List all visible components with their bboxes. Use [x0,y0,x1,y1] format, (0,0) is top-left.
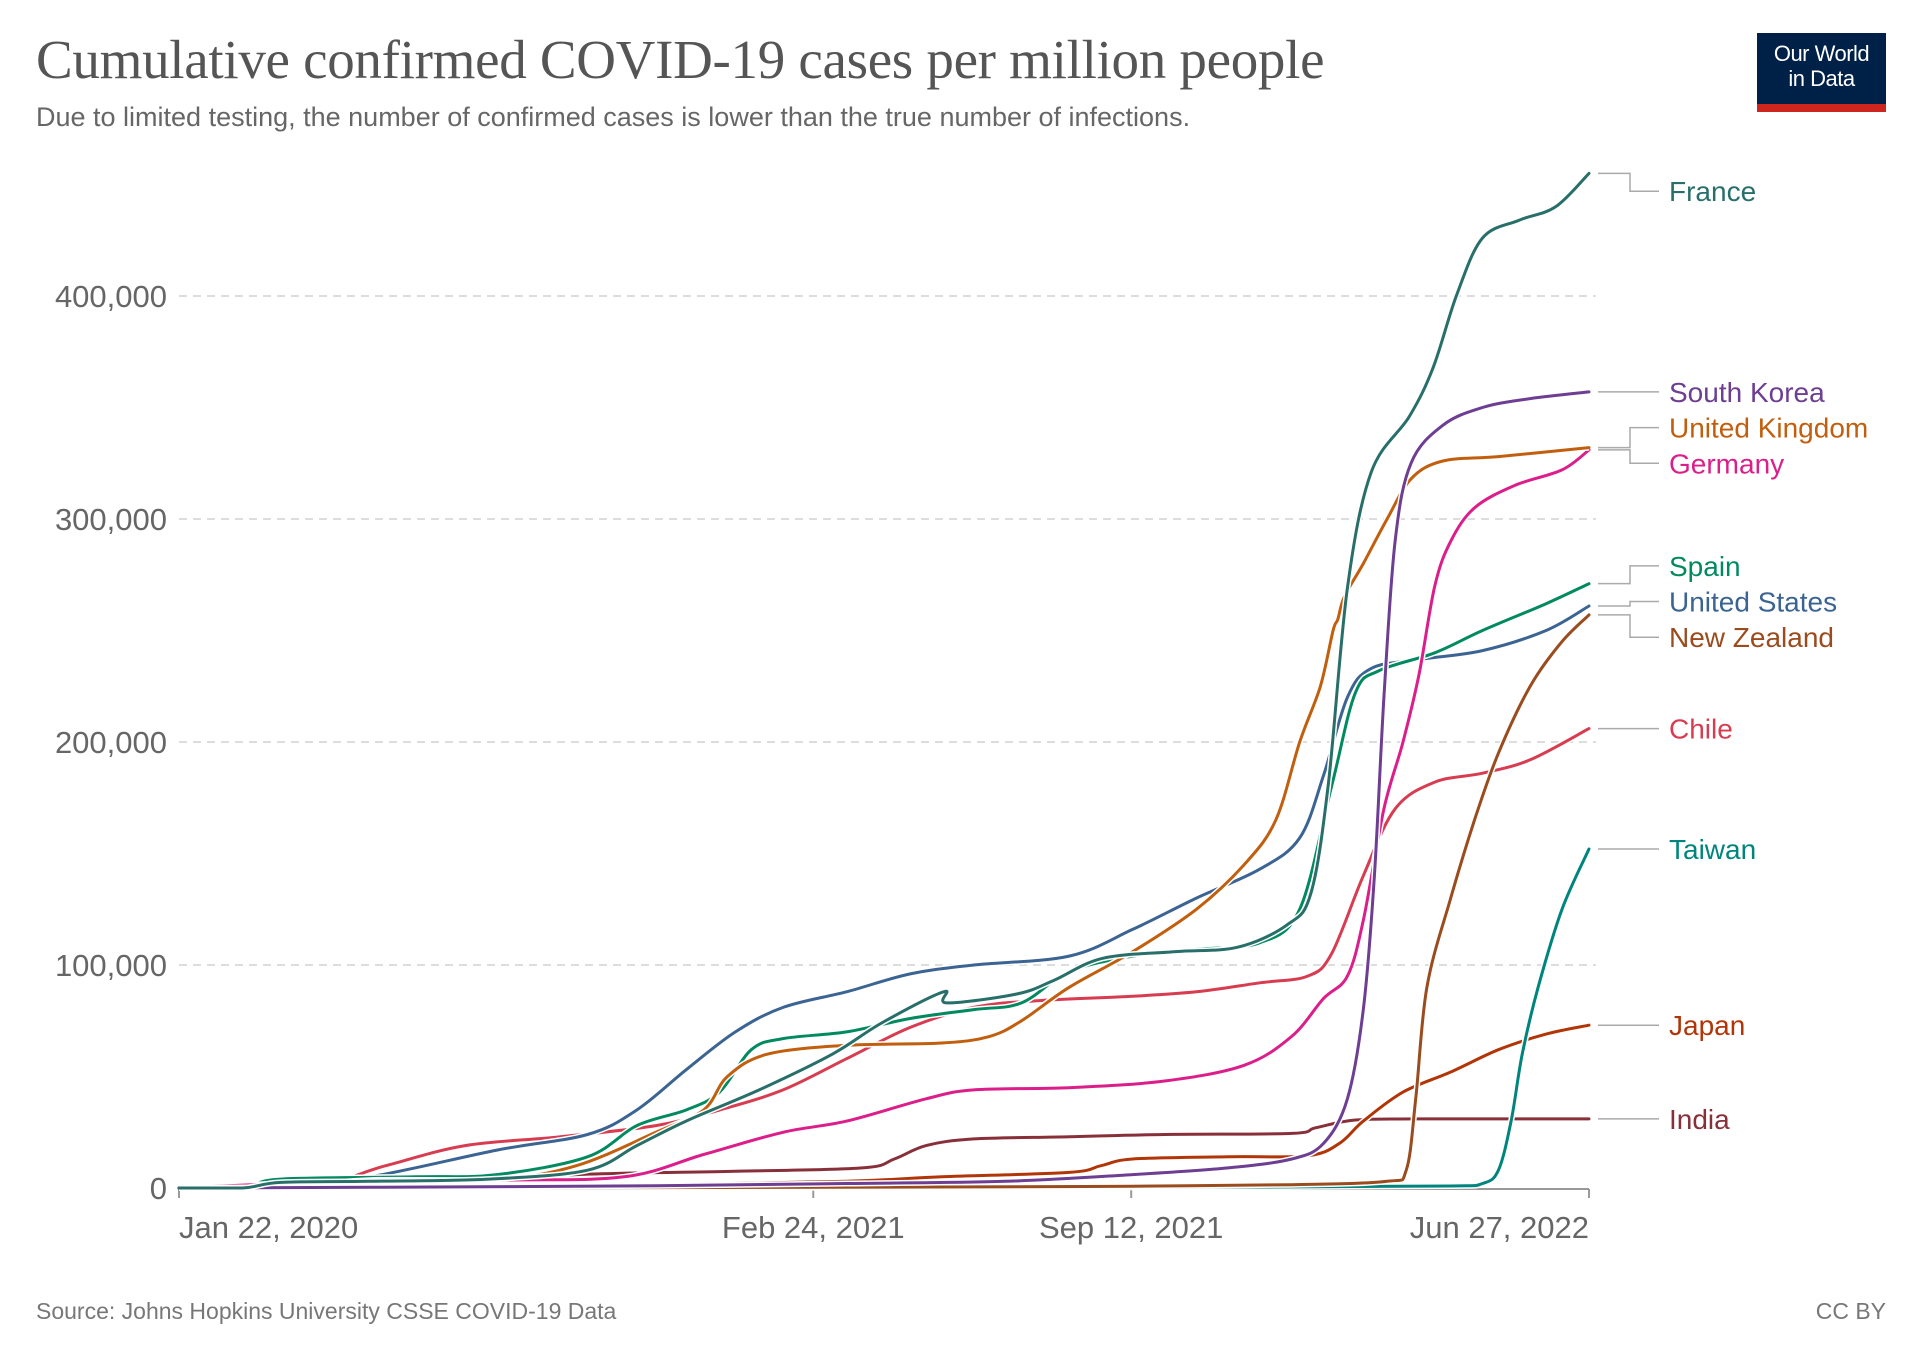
owid-logo[interactable]: Our World in Data [1757,33,1886,112]
logo-line-2: in Data [1788,66,1855,91]
label-connector [1598,172,1659,192]
chart-title: Cumulative confirmed COVID-19 cases per … [36,29,1325,90]
chart-subtitle: Due to limited testing, the number of co… [36,102,1191,132]
series-halo-spain [178,580,1591,1191]
series-label-new-zealand[interactable]: New Zealand [1669,622,1834,653]
x-tick-label: Jan 22, 2020 [179,1210,358,1245]
series-label-united-kingdom[interactable]: United Kingdom [1669,413,1868,444]
series-line-chile[interactable] [177,727,1591,1190]
gridlines [179,295,1596,966]
series-label-japan[interactable]: Japan [1669,1010,1745,1041]
y-tick-label: 0 [150,1171,167,1206]
y-tick-label: 300,000 [55,502,167,537]
label-connector [1598,449,1659,464]
label-connector [1598,565,1659,585]
series-label-south-korea[interactable]: South Korea [1669,377,1825,408]
series-label-taiwan[interactable]: Taiwan [1669,834,1756,865]
label-connector [1598,426,1659,449]
label-connector [1598,600,1659,607]
series-line-france[interactable] [177,171,1591,1190]
y-axis: 0 100,000 200,000 300,000 400,000 [55,279,167,1206]
series-label-france[interactable]: France [1669,176,1756,207]
series-line-germany[interactable] [177,448,1591,1190]
series-line-new-zealand[interactable] [177,613,1591,1190]
series-line-united-kingdom[interactable] [177,446,1591,1190]
license-link[interactable]: CC BY [1815,1298,1886,1324]
x-tick-label: Feb 24, 2021 [722,1210,905,1245]
y-tick-label: 400,000 [55,279,167,314]
series-label-united-states[interactable]: United States [1669,587,1837,618]
series-halo-south-korea [178,388,1590,1191]
series-line-united-states[interactable] [177,604,1591,1190]
series-halo-new-zealand [178,612,1592,1191]
logo-text: Our World in Data [1757,41,1886,91]
label-connector [1598,614,1659,638]
logo-line-1: Our World [1773,41,1870,66]
series-label-india[interactable]: India [1669,1104,1730,1135]
series-line-south-korea[interactable] [177,390,1591,1190]
series-halo-france [179,171,1592,1191]
series-label-germany[interactable]: Germany [1669,448,1784,479]
x-tick-label: Sep 12, 2021 [1039,1210,1223,1245]
source-note: Source: Johns Hopkins University CSSE CO… [36,1298,617,1324]
series-halo-united-states [178,603,1591,1191]
logo-accent-bar [1757,104,1886,112]
y-tick-label: 200,000 [55,725,167,760]
series-line-spain[interactable] [177,582,1591,1190]
series-lines [177,171,1592,1191]
series-labels: France South Korea United Kingdom Germany Sp… [1598,172,1868,1135]
series-label-chile[interactable]: Chile [1669,714,1733,745]
series-label-spain[interactable]: Spain [1669,551,1741,582]
x-tick-label: Jun 27, 2022 [1410,1210,1589,1245]
x-axis: Jan 22, 2020 Feb 24, 2021 Sep 12, 2021 Jun … [178,1188,1590,1245]
y-tick-label: 100,000 [55,948,167,983]
